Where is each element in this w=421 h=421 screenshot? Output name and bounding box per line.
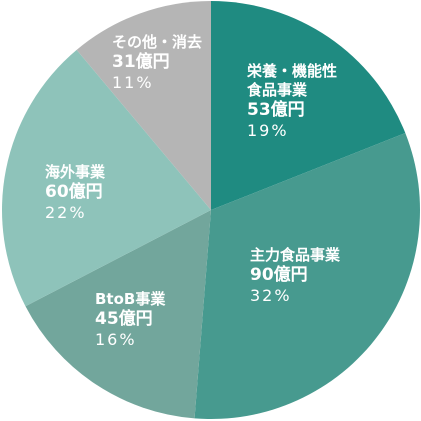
pie-slice [194,133,420,420]
slice-label: BtoB事業 45億円 16% [95,290,165,350]
percent-label: 16% [95,330,137,349]
category-label: 栄養・機能性 食品事業 [247,62,338,99]
category-label: 海外事業 [45,163,106,181]
value-label: 45億円 [95,308,153,329]
category-label: その他・消去 [112,33,203,51]
pie-slice [211,1,406,210]
category-label: BtoB事業 [95,290,166,308]
category-label: 主力食品事業 [250,246,341,264]
slice-label: その他・消去 31億円 11% [112,33,202,93]
value-label: 60億円 [45,181,103,202]
value-label: 31億円 [112,51,170,72]
percent-label: 32% [250,286,292,305]
percent-label: 11% [112,73,154,92]
slice-label: 栄養・機能性 食品事業 53億円 19% [247,62,337,141]
value-label: 53億円 [247,99,305,120]
pie-slice [76,1,212,210]
slice-label: 主力食品事業 90億円 32% [250,246,340,306]
percent-label: 22% [45,203,87,222]
pie-slice [25,210,212,419]
value-label: 90億円 [250,264,308,285]
pie-slice [2,49,212,307]
percent-label: 19% [247,120,289,140]
slice-label: 海外事業 60億円 22% [45,163,105,223]
